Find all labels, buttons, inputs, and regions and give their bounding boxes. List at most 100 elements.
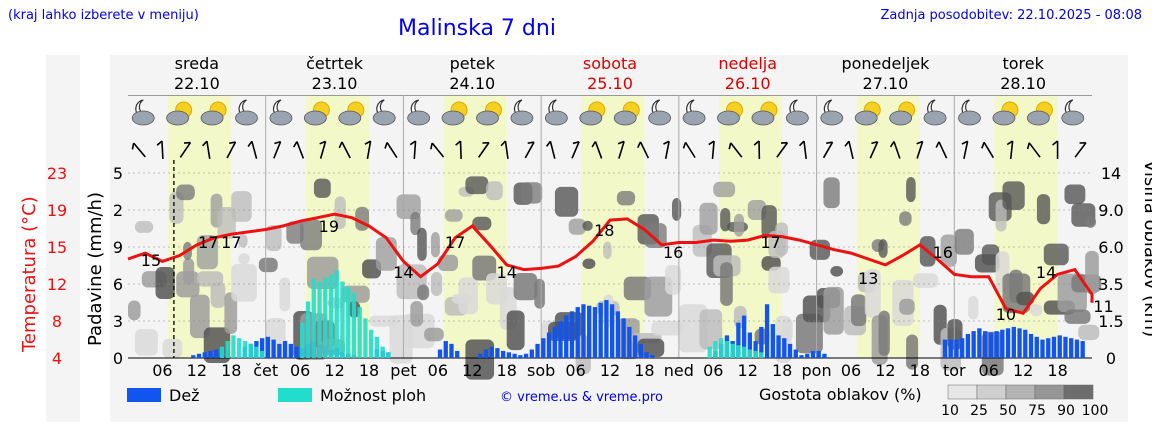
x-tick-label: 18 xyxy=(1047,361,1067,380)
temperature-tick: 4 xyxy=(52,349,62,368)
rain-bar xyxy=(776,335,781,358)
cloud-cell xyxy=(878,239,888,258)
wind-barb-shaft xyxy=(869,141,879,159)
cloud-scale-swatch xyxy=(976,384,1007,400)
wind-barb-shaft xyxy=(504,140,509,160)
wind-barb-shaft xyxy=(251,141,258,159)
rain-bar xyxy=(977,328,982,358)
shower-bar xyxy=(231,335,236,358)
wind-barb-flag xyxy=(682,142,687,149)
cloud-cell xyxy=(465,176,489,195)
cloud-height-tick: 1.5 xyxy=(1098,312,1123,331)
temperature-label: 18 xyxy=(594,221,614,240)
x-tick-label: 18 xyxy=(359,361,379,380)
wind-barb xyxy=(617,140,625,159)
x-tick-label: 18 xyxy=(497,361,517,380)
wind-barb xyxy=(430,142,445,158)
cloud-cell xyxy=(1085,250,1099,294)
wind-barb xyxy=(1006,140,1014,160)
cloud-cell xyxy=(217,206,236,239)
cloud-scale-tick: 10 xyxy=(941,403,959,419)
cloud-cell xyxy=(410,211,421,236)
rain-bar xyxy=(535,343,540,358)
shower-bar xyxy=(225,341,230,358)
cloud-icon xyxy=(235,110,258,126)
cloud-height-tick: 0 xyxy=(1106,349,1116,368)
cloud-cell xyxy=(458,277,479,315)
cloud-icon xyxy=(166,110,190,126)
shower-bar xyxy=(386,352,391,358)
wind-barb xyxy=(682,141,696,159)
shower-bar xyxy=(747,349,753,358)
wind-barb-flag xyxy=(637,141,642,149)
rain-bar xyxy=(1051,336,1057,358)
wind-barb-flag xyxy=(617,140,625,145)
wind-barb-flag xyxy=(572,140,580,145)
shower-bar xyxy=(328,274,334,358)
cloud-cell xyxy=(733,213,745,237)
cloud-cell xyxy=(430,232,440,258)
rain-bar xyxy=(816,350,821,358)
wind-barb-shaft xyxy=(983,141,995,159)
shower-bar xyxy=(759,352,764,358)
cloud-cell xyxy=(265,225,282,252)
location-hint: (kraj lahko izberete v meniju) xyxy=(8,8,199,23)
shower-bar xyxy=(374,336,380,358)
wind-barb-flag xyxy=(728,142,732,150)
weather-icons-row xyxy=(131,99,1085,126)
cloud-height-tick: 3.5 xyxy=(1098,275,1123,294)
cloud-cell xyxy=(1002,181,1025,210)
wind-barb-shaft xyxy=(296,141,305,159)
cloud-cell xyxy=(823,177,840,209)
cloud-cell xyxy=(162,338,183,359)
wind-barb xyxy=(728,142,743,158)
rain-bar xyxy=(523,353,529,358)
wind-barb-flag xyxy=(430,142,433,150)
rain-bar xyxy=(541,338,546,358)
temperature-label: 14 xyxy=(497,263,517,282)
rain-bar xyxy=(1063,336,1068,358)
rain-bar xyxy=(741,315,747,358)
shower-bar xyxy=(346,287,351,358)
cloud-density-scale: 10 25 50 75 90 100 xyxy=(941,384,1108,419)
cloud-cell xyxy=(189,294,210,339)
wind-barb xyxy=(1074,142,1087,158)
rain-bar xyxy=(627,326,632,358)
cloud-cell xyxy=(651,320,684,336)
rain-bar xyxy=(529,349,534,358)
rain-bar xyxy=(546,332,552,358)
wind-barb-shaft xyxy=(386,142,398,158)
left-axis-panel xyxy=(46,55,80,422)
temperature-label: 13 xyxy=(858,269,878,288)
day-date: 27.10 xyxy=(863,74,909,93)
wind-barb xyxy=(131,142,146,158)
cloud-scale-swatch xyxy=(947,384,978,400)
wind-barb-shaft xyxy=(803,140,807,160)
shower-bar xyxy=(369,329,374,358)
rain-bars xyxy=(191,300,1085,358)
wind-barb-shaft xyxy=(594,141,603,159)
rain-bar xyxy=(518,355,523,358)
wind-barb-shaft xyxy=(571,141,580,159)
wind-barb xyxy=(179,141,192,158)
wind-barb-shaft xyxy=(1028,142,1041,158)
rain-bar xyxy=(512,353,517,358)
rain-legend-swatch xyxy=(127,388,161,402)
temperature-label: 15 xyxy=(141,251,161,270)
cloud-cell xyxy=(534,278,545,309)
shower-bar xyxy=(351,292,357,358)
rain-bar xyxy=(455,350,460,358)
wind-barb-shaft xyxy=(664,141,670,159)
rain-bar xyxy=(552,326,557,358)
day-name: ponedeljek xyxy=(841,54,930,73)
cloud-cell xyxy=(699,202,718,235)
shower-bar xyxy=(219,346,225,358)
cloud-cell xyxy=(1078,324,1100,341)
cloud-cell xyxy=(313,178,331,198)
cloud-cell xyxy=(568,218,586,235)
wind-barb xyxy=(545,140,556,159)
wind-barb-shaft xyxy=(319,141,327,159)
temperature-label: 17 xyxy=(198,233,218,252)
wind-barb-flag xyxy=(708,140,715,146)
cloud-cell xyxy=(616,191,636,206)
